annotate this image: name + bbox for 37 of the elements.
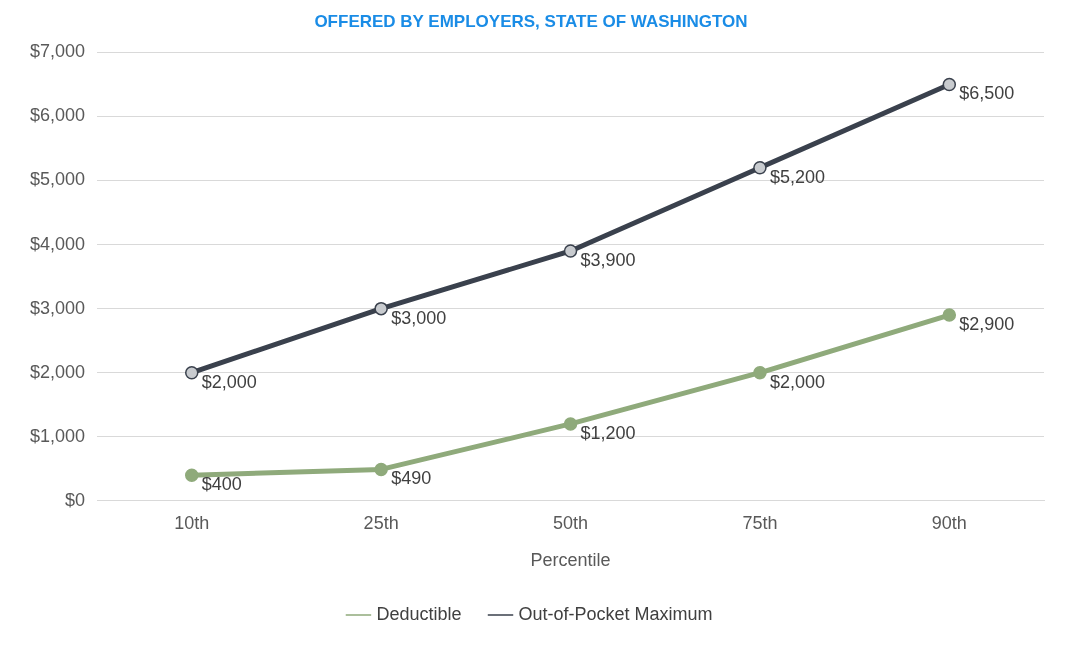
- point: [374, 301, 388, 316]
- x-tick-label: 50th: [553, 512, 589, 533]
- text: $400: [201, 474, 242, 495]
- point: [753, 160, 767, 175]
- point: [942, 308, 957, 322]
- x-tick-label: 25th: [363, 512, 399, 533]
- x-axis-title: Percentile: [530, 550, 611, 571]
- point: [563, 244, 578, 258]
- chart-title: OFFERED BY EMPLOYERS, STATE OF WASHINGTON: [314, 11, 748, 31]
- y-tick-label: $7,000: [29, 41, 86, 62]
- x-tick-label: 75th: [742, 512, 778, 533]
- y-tick-label: $4,000: [29, 233, 86, 254]
- x-tick-label: 90th: [931, 512, 967, 533]
- y-tick-label: $2,000: [29, 361, 86, 382]
- y-tick-label: $3,000: [29, 297, 86, 318]
- text: $2,000: [201, 371, 257, 392]
- y-tick-label: $1,000: [29, 425, 86, 446]
- text: $490: [391, 468, 432, 489]
- point: [185, 365, 199, 380]
- x-tick-label: 10th: [174, 512, 210, 533]
- point: [374, 462, 388, 477]
- text: $6,500: [959, 83, 1015, 104]
- point: [753, 365, 767, 380]
- text: $5,200: [769, 166, 825, 187]
- legend-label: Deductible: [376, 603, 462, 624]
- point: [942, 77, 957, 92]
- y-tick-label: $0: [65, 489, 86, 510]
- text: $3,000: [391, 307, 447, 328]
- point: [563, 417, 578, 431]
- text: $3,900: [580, 249, 636, 270]
- legend-label: Out-of-Pocket Maximum: [518, 603, 713, 624]
- text: $1,200: [580, 422, 636, 443]
- text: $2,000: [769, 371, 825, 392]
- point: [185, 468, 199, 482]
- y-tick-label: $6,000: [29, 105, 86, 126]
- text: $2,900: [959, 314, 1015, 334]
- y-tick-label: $5,000: [29, 169, 86, 190]
